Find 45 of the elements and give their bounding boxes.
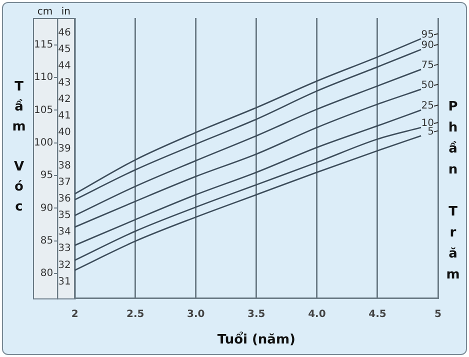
series-label: 95 [421,29,434,40]
y2-tick-label: 105 [34,104,54,116]
line-series [74,109,422,246]
text: Tầm Vóc [12,79,26,214]
y2-tick-label: 80 [40,268,54,280]
y-tick-label: 44 [58,60,71,72]
y-tick-label: 43 [58,77,71,88]
x-tick-label: 3.0 [187,308,205,320]
x-axis-title: Tuổi (năm) [217,332,296,348]
y-tick-label: 34 [58,226,71,238]
x-tick-label: 4.0 [308,308,326,320]
y-tick-label: 41 [58,110,71,122]
y2-axis-title: cm [37,6,53,18]
y-tick-label: 35 [58,210,71,222]
series-label: 50 [421,80,434,91]
y2-tick-label: 110 [34,72,54,84]
y-tick-label: 32 [58,260,71,271]
y-tick-label: 33 [58,243,71,254]
y-axis-title: in [61,6,71,18]
line-series [74,68,422,216]
x-tick-label: 5 [434,308,442,320]
y2-tick-label: 85 [40,235,54,246]
y-tick-label: 39 [58,144,71,155]
x-tick-label: 3.5 [248,308,266,320]
y-tick-label: 42 [58,94,71,105]
y-tick-label: 31 [58,276,71,288]
y2-tick-label: 90 [40,202,54,214]
y2-tick-label: 115 [34,39,54,50]
text: Phần Trăm [446,99,460,282]
y-tick-label: 46 [58,28,71,39]
series-label: 75 [421,60,434,72]
y-tick-label: 40 [58,127,71,138]
x-tick-label: 2.5 [126,308,144,320]
series-label: 90 [421,40,434,52]
x-tick-label: 2 [71,308,78,320]
series-label: 5 [428,126,434,138]
y-tick-label: 45 [58,44,71,56]
y-tick-label: 38 [58,160,71,172]
y2-tick-label: 95 [40,170,54,182]
y-tick-label: 36 [58,193,71,204]
series-label: 25 [421,100,434,112]
y2-tick-label: 100 [34,137,54,148]
line-series [74,88,422,228]
y-tick-label: 37 [58,176,71,188]
x-tick-label: 4.5 [368,308,386,320]
